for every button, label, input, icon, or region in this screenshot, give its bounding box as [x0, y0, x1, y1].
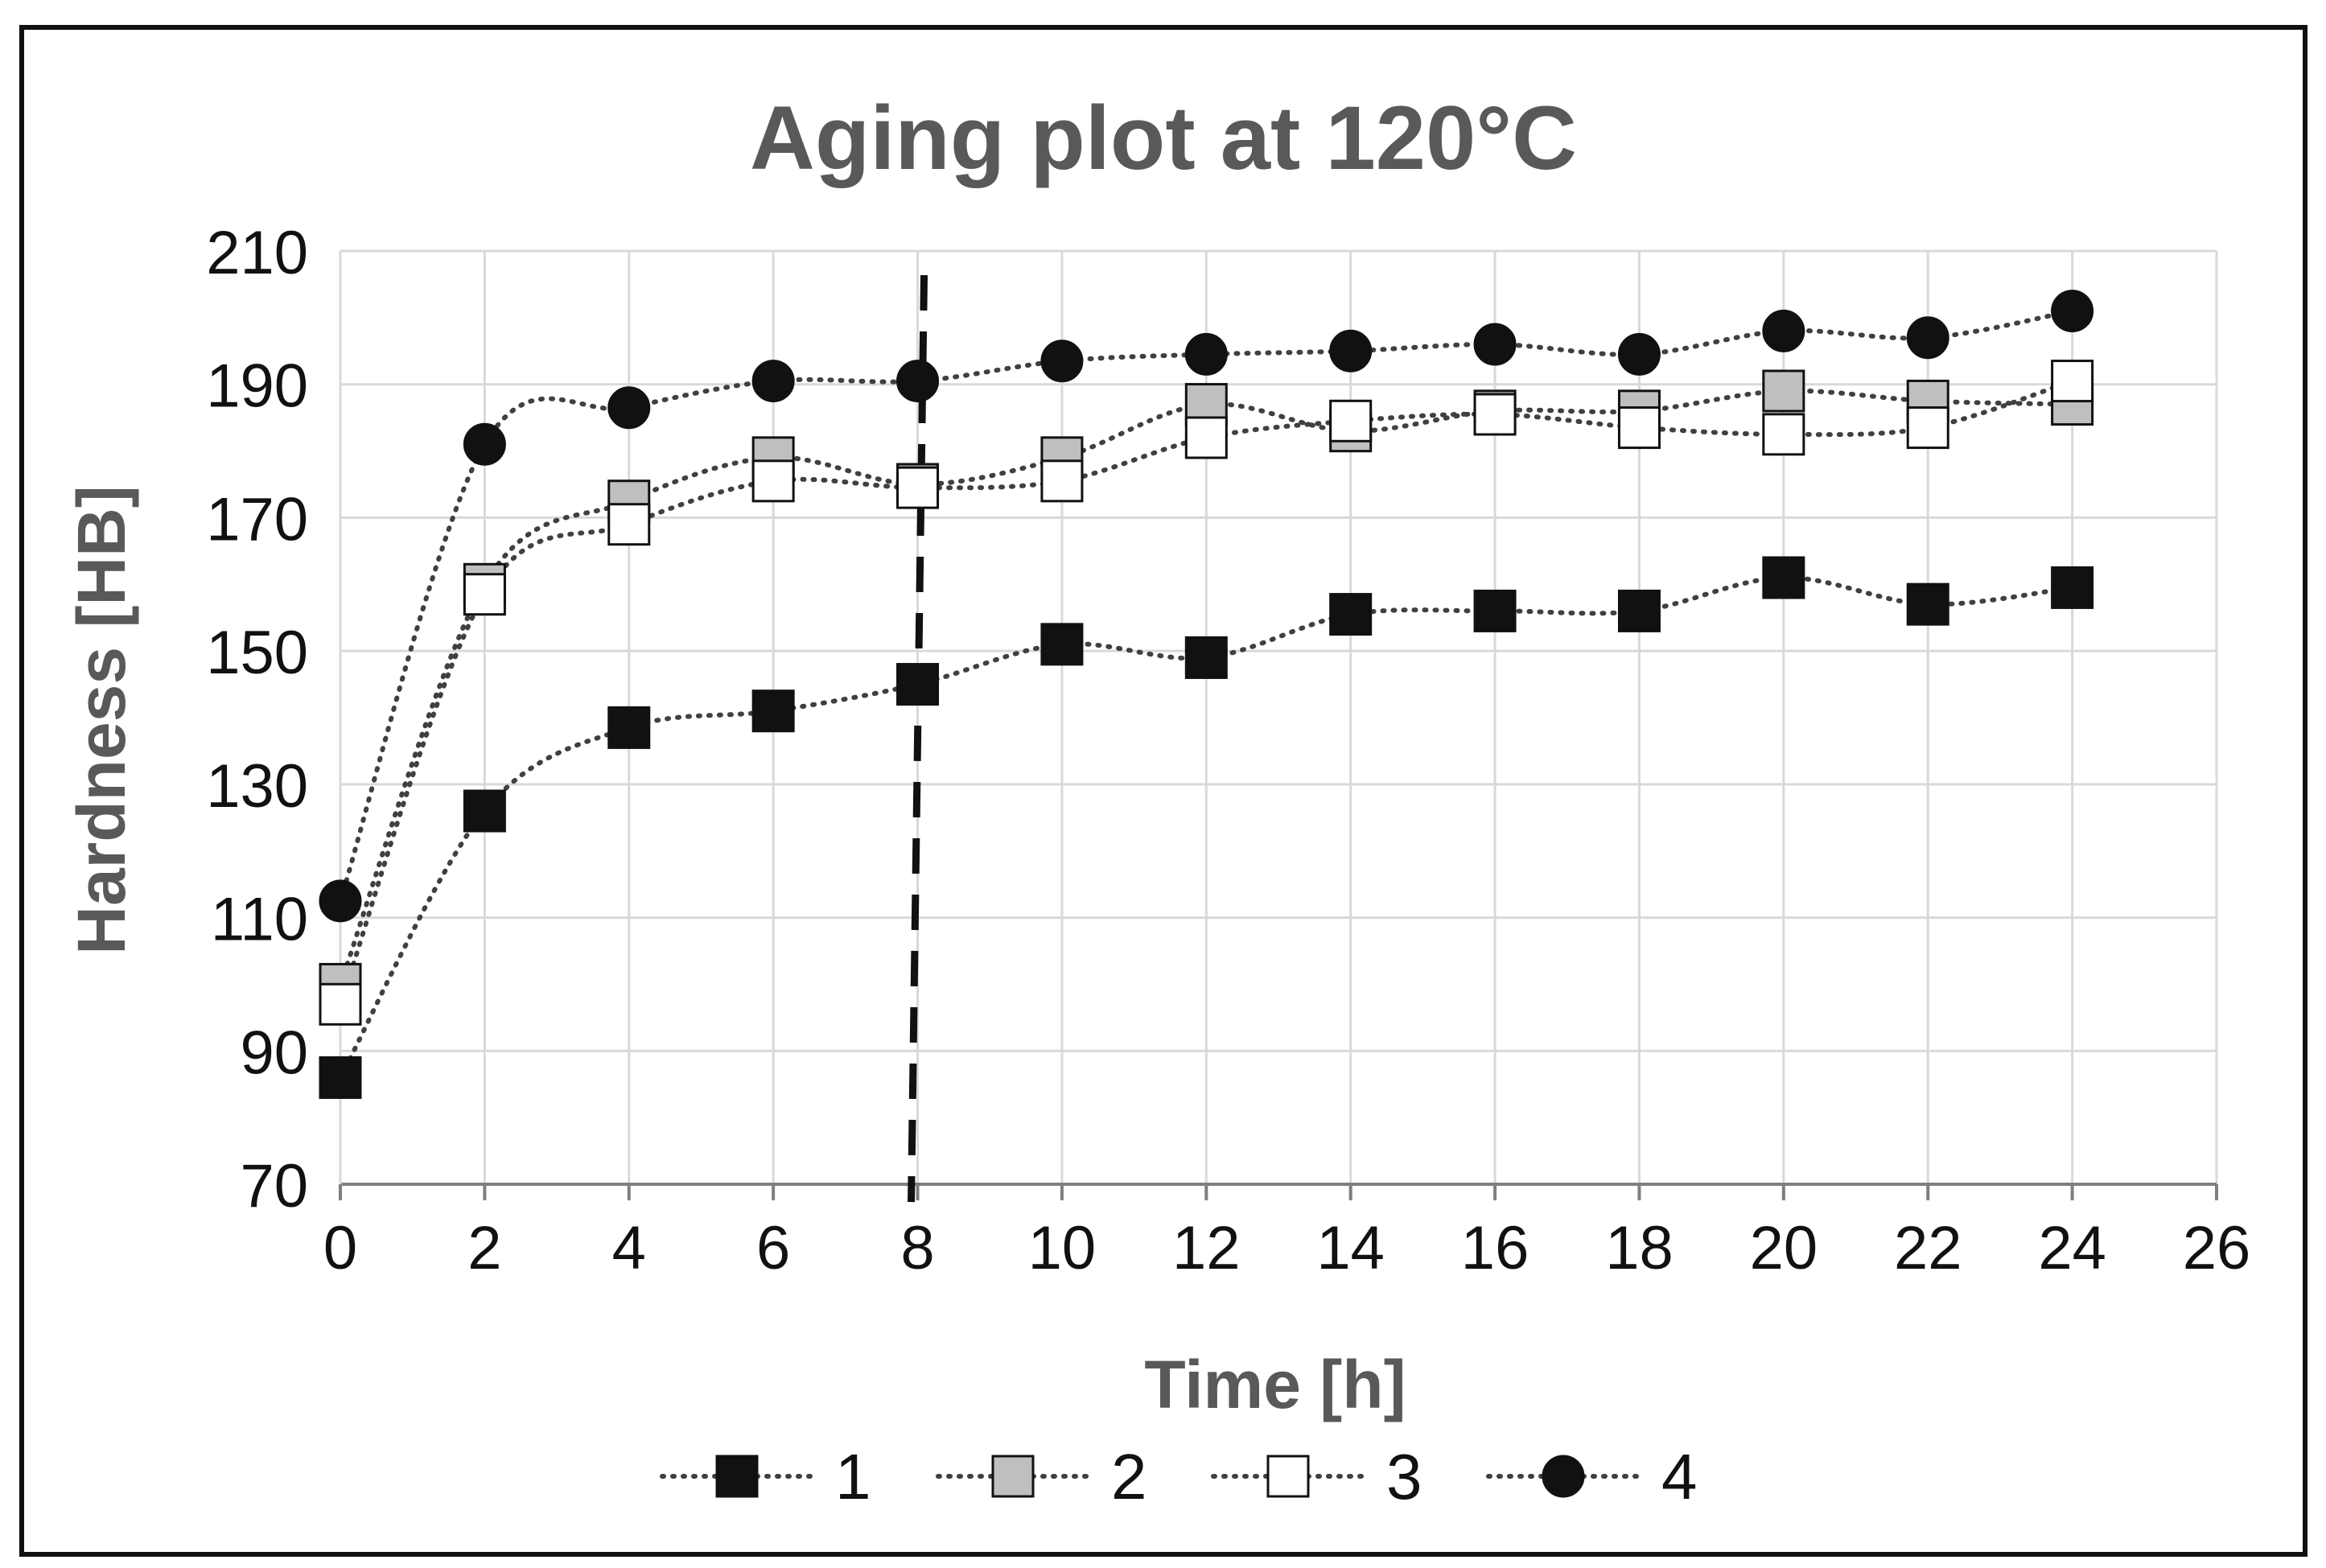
series-4-point-18 — [1617, 332, 1661, 376]
legend-series-4-marker — [1542, 1455, 1585, 1498]
series-1-point-12 — [1184, 636, 1228, 679]
vertical-marker — [908, 274, 928, 1203]
x-tick-label-8: 8 — [900, 1214, 934, 1282]
x-tick-label-22: 22 — [1894, 1214, 1962, 1282]
series-1-point-14 — [1329, 593, 1373, 636]
series-4-point-0 — [319, 879, 362, 923]
series-1-point-24 — [2051, 566, 2094, 609]
y-tick-label-170: 170 — [206, 485, 308, 554]
series-4-point-12 — [1184, 332, 1228, 376]
x-axis-label: Time [h] — [1144, 1347, 1406, 1422]
series-1-point-16 — [1473, 589, 1517, 632]
x-tick-label-6: 6 — [756, 1214, 790, 1282]
series-1-point-6 — [751, 689, 795, 733]
series-1-point-8 — [896, 663, 940, 706]
legend-series-4-label: 4 — [1661, 1441, 1698, 1512]
series-1-point-4 — [607, 706, 651, 749]
series-4-point-2 — [463, 422, 506, 466]
x-tick-label-2: 2 — [467, 1214, 501, 1282]
y-tick-label-150: 150 — [206, 619, 308, 687]
legend-series-1-label: 1 — [835, 1441, 871, 1512]
x-tick-label-4: 4 — [612, 1214, 646, 1282]
series-4-point-14 — [1329, 329, 1373, 372]
series-1-point-22 — [1906, 582, 1949, 626]
series-4-point-20 — [1762, 309, 1805, 352]
series-1-point-2 — [463, 789, 506, 833]
series-3-point-24 — [2051, 360, 2094, 403]
legend-series-3-label: 3 — [1386, 1441, 1422, 1512]
vertical-dashed-marker-line — [908, 274, 928, 1203]
y-tick-label-130: 130 — [206, 752, 308, 821]
series-1-point-20 — [1762, 556, 1805, 599]
y-tick-label-70: 70 — [240, 1152, 308, 1220]
y-tick-label-210: 210 — [206, 219, 308, 287]
x-tick-label-14: 14 — [1316, 1214, 1385, 1282]
series-3-point-22 — [1906, 406, 1949, 450]
y-tick-label-90: 90 — [240, 1019, 308, 1087]
x-tick-label-12: 12 — [1172, 1214, 1241, 1282]
series-3-point-6 — [751, 459, 795, 503]
series-4-point-8 — [896, 360, 940, 403]
series-3-point-16 — [1473, 393, 1517, 436]
chart-title: Aging plot at 120°C — [750, 88, 1577, 188]
gridlines — [340, 249, 2218, 1184]
y-tick-label-110: 110 — [211, 886, 308, 954]
series-4-point-16 — [1473, 323, 1517, 366]
series-4-point-24 — [2051, 290, 2094, 333]
series-group — [319, 290, 2094, 1099]
legend-series-2-marker — [991, 1455, 1035, 1498]
y-tick-label-190: 190 — [206, 352, 308, 421]
series-3-point-12 — [1184, 416, 1228, 459]
chart-frame — [19, 25, 2307, 1557]
series-1-line — [338, 574, 2075, 1080]
series-2-point-20 — [1762, 369, 1805, 413]
series-4-point-6 — [751, 360, 795, 403]
x-tick-label-18: 18 — [1605, 1214, 1673, 1282]
legend-series-2-label: 2 — [1111, 1441, 1147, 1512]
series-1-point-18 — [1617, 589, 1661, 632]
series-4-point-22 — [1906, 316, 1949, 360]
x-tick-label-16: 16 — [1461, 1214, 1529, 1282]
series-1-point-0 — [319, 1056, 362, 1099]
x-tick-label-10: 10 — [1028, 1214, 1097, 1282]
x-tick-label-20: 20 — [1750, 1214, 1818, 1282]
series-3-point-0 — [319, 982, 362, 1026]
series-3-point-8 — [896, 466, 940, 509]
series-4-point-10 — [1040, 340, 1084, 383]
x-tick-label-0: 0 — [323, 1214, 357, 1282]
series-1-point-10 — [1040, 623, 1084, 666]
series-3-point-20 — [1762, 413, 1805, 456]
legend: 1 2 3 4 — [660, 1441, 1698, 1512]
legend-series-1-marker — [715, 1455, 759, 1498]
series-3-line — [338, 378, 2075, 1007]
legend-series-3-marker — [1266, 1455, 1310, 1498]
series-3-point-4 — [607, 503, 651, 546]
x-tick-label-26: 26 — [2183, 1214, 2251, 1282]
series-3-point-2 — [463, 573, 506, 616]
axes — [339, 251, 2218, 1200]
series-4-point-4 — [607, 386, 651, 430]
x-tick-label-24: 24 — [2038, 1214, 2106, 1282]
y-axis-label: Hardness [HB] — [64, 485, 139, 954]
series-3-point-18 — [1617, 406, 1661, 450]
series-3-point-14 — [1329, 399, 1373, 442]
series-3-point-10 — [1040, 459, 1084, 503]
